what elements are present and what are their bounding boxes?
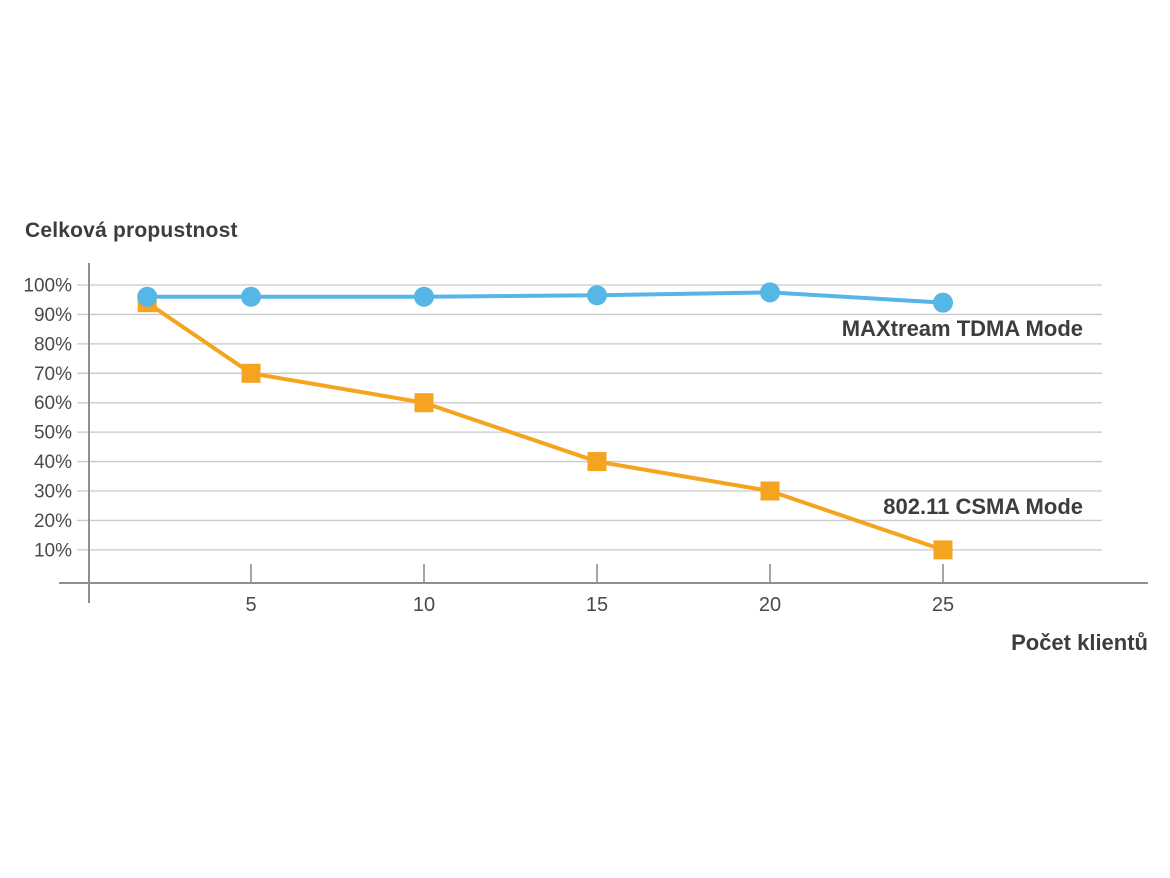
y-tick-label: 80% — [34, 334, 72, 355]
y-tick-label: 70% — [34, 364, 72, 385]
x-tick-label: 25 — [932, 594, 954, 616]
x-axis-label: Počet klientů — [1011, 630, 1148, 655]
y-tick-label: 50% — [34, 423, 72, 444]
x-tick-label: 5 — [245, 594, 256, 616]
csma-series-marker — [587, 452, 607, 472]
tdma-series-marker — [137, 286, 158, 307]
tdma-series-marker — [241, 286, 261, 307]
tdma-series-marker — [760, 282, 780, 303]
chart-title: Celková propustnost — [25, 219, 238, 242]
y-tick-label: 100% — [23, 276, 72, 297]
tdma-series — [137, 282, 953, 313]
y-tick-label: 10% — [34, 540, 72, 561]
csma-series-marker — [241, 363, 261, 383]
csma-series-line — [146, 301, 944, 552]
x-tick-label: 15 — [586, 594, 608, 616]
tdma-series-marker — [414, 286, 434, 307]
y-tick-label: 60% — [34, 393, 72, 414]
x-tick-label: 20 — [759, 594, 781, 616]
tdma-series-marker — [587, 285, 607, 306]
y-tick-label: 20% — [34, 511, 72, 532]
tdma-series-marker — [933, 292, 953, 313]
csma-series — [137, 293, 953, 560]
x-tick-label: 10 — [413, 594, 435, 616]
tdma-series-line — [147, 290, 944, 305]
legend-label-maxtream-tdma: MAXtream TDMA Mode — [841, 316, 1083, 341]
csma-series-marker — [933, 540, 953, 560]
csma-series-marker — [414, 393, 434, 413]
legend-label-802-11-csma: 802.11 CSMA Mode — [883, 494, 1083, 519]
y-tick-label: 30% — [34, 482, 72, 503]
y-tick-label: 90% — [34, 305, 72, 326]
csma-series-marker — [760, 481, 780, 501]
y-tick-label: 40% — [34, 452, 72, 473]
